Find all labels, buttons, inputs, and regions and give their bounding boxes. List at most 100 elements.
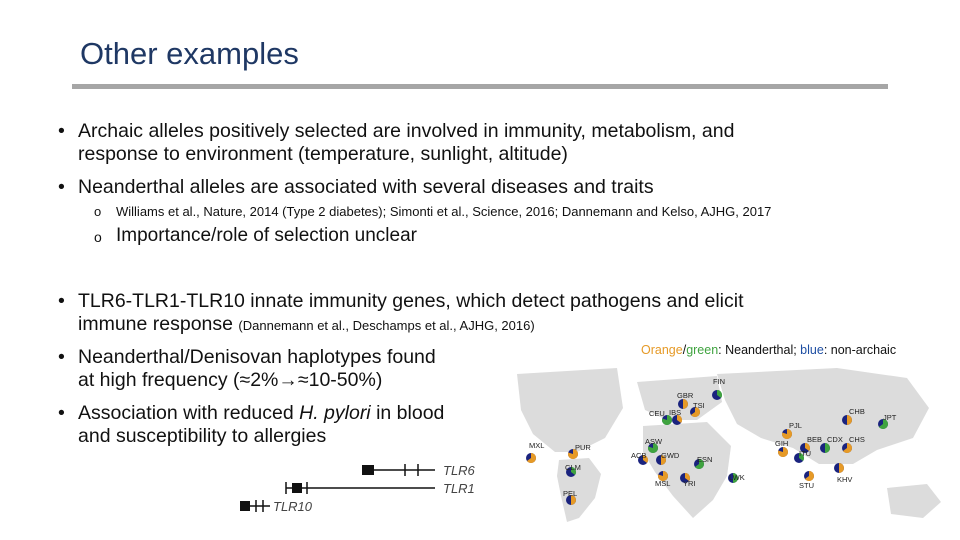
pop-label-cdx: CDX xyxy=(827,435,843,444)
bullet-tlr-genes: • TLR6-TLR1-TLR10 innate immunity genes,… xyxy=(58,290,898,337)
gene-label-tlr6: TLR6 xyxy=(443,463,476,478)
sub-bullet-text: Importance/role of selection unclear xyxy=(116,225,417,246)
species-name: H. pylori xyxy=(299,402,371,424)
pop-label-gih: GIH xyxy=(775,439,788,448)
pie-wedge xyxy=(658,471,668,481)
pie-wedge xyxy=(804,471,814,481)
pie-wedge xyxy=(526,453,536,463)
pie-khv: KHV xyxy=(834,463,852,484)
bullet-text-cont-2: ≈10-50%) xyxy=(297,369,383,391)
pop-label-itu: ITU xyxy=(799,449,811,458)
pie-pur: PUR xyxy=(568,443,591,459)
bullet-haplotypes: • Neanderthal/Denisovan haplotypes found… xyxy=(58,346,518,392)
pie-wedge xyxy=(839,463,844,473)
bullet-text-cont: and susceptibility to allergies xyxy=(78,425,327,447)
pie-clm: CLM xyxy=(565,463,581,477)
pie-wedge xyxy=(717,390,722,398)
bullet-archaic-alleles: • Archaic alleles positively selected ar… xyxy=(58,120,898,166)
bullet-text: TLR6-TLR1-TLR10 innate immunity genes, w… xyxy=(78,290,744,312)
pop-label-asw: ASW xyxy=(645,437,663,446)
pie-wedge xyxy=(694,459,704,469)
pie-beb: BEB xyxy=(800,435,822,453)
bullet-h-pylori: • Association with reduced H. pylori in … xyxy=(58,402,518,448)
bullet-dot-icon: • xyxy=(58,176,65,198)
pie-wedge xyxy=(685,473,690,481)
bullet-text: Archaic alleles positively selected are … xyxy=(78,120,735,142)
pop-label-fin: FIN xyxy=(713,377,725,386)
pie-cdx: CDX xyxy=(820,435,843,453)
citation-inline: (Dannemann et al., Deschamps et al., AJH… xyxy=(238,318,535,333)
legend-mid: : Neanderthal; xyxy=(718,343,801,357)
pop-label-esn: ESN xyxy=(697,455,712,464)
bullet-neanderthal-diseases: • Neanderthal alleles are associated wit… xyxy=(58,176,898,199)
pie-wedge xyxy=(568,449,578,459)
gene-tlr6: TLR6 xyxy=(362,463,476,478)
legend-orange: Orange xyxy=(641,343,683,357)
pop-label-gwd: GWD xyxy=(661,451,680,460)
pie-wedge xyxy=(690,407,700,417)
pop-label-lwk: LWK xyxy=(729,473,745,482)
pie-gwd: GWD xyxy=(656,451,680,465)
pie-itu: ITU xyxy=(794,449,811,463)
pie-wedge xyxy=(661,455,666,465)
bullet-dot-icon: • xyxy=(58,346,65,368)
bullet-text-cont: at high frequency (≈2% xyxy=(78,369,279,391)
pop-label-gbr: GBR xyxy=(677,391,694,400)
pie-chb: CHB xyxy=(842,407,865,425)
gene-tlr1: TLR1 xyxy=(285,481,475,496)
bullet-text: Neanderthal alleles are associated with … xyxy=(78,176,654,198)
pie-wedge xyxy=(782,429,792,439)
gene-label-tlr10: TLR10 xyxy=(273,499,313,514)
pie-pel: PEL xyxy=(563,489,577,505)
pie-chs: CHS xyxy=(842,435,865,453)
pie-wedge xyxy=(733,473,738,483)
pop-label-tsi: TSI xyxy=(693,401,705,410)
pie-asw: ASW xyxy=(645,437,663,453)
bullet-dot-icon: • xyxy=(58,402,65,424)
pie-wedge xyxy=(842,443,852,453)
bullet-dot-icon: • xyxy=(58,290,65,312)
bullet-text: Neanderthal/Denisovan haplotypes found xyxy=(78,346,436,368)
pie-yri: YRI xyxy=(680,473,696,488)
bullet-dot-icon: • xyxy=(58,120,65,142)
pie-stu: STU xyxy=(799,471,814,490)
citation-text: Williams et al., Nature, 2014 (Type 2 di… xyxy=(116,204,772,219)
legend-slash: / xyxy=(682,343,687,357)
pop-label-pjl: PJL xyxy=(789,421,802,430)
bullet-text-end: in blood xyxy=(370,402,445,424)
pie-tsi: TSI xyxy=(690,401,705,417)
pie-ibs: IBS xyxy=(669,408,682,425)
bullet-text: Association with reduced xyxy=(78,402,300,424)
pop-label-jpt: JPT xyxy=(883,413,897,422)
gene-label-tlr1: TLR1 xyxy=(443,481,475,496)
pie-gbr: GBR xyxy=(677,391,694,409)
map-legend: Orange/green: Neanderthal; blue: non-arc… xyxy=(641,343,896,357)
pop-label-mxl: MXL xyxy=(529,441,544,450)
pop-label-pur: PUR xyxy=(575,443,591,452)
pie-wedge xyxy=(847,415,852,425)
pie-wedge xyxy=(799,453,804,461)
title-divider xyxy=(72,84,888,89)
legend-end: : non-archaic xyxy=(823,343,897,357)
pie-wedge xyxy=(805,443,810,451)
pop-label-msl: MSL xyxy=(655,479,670,488)
pop-label-chb: CHB xyxy=(849,407,865,416)
pie-wedge xyxy=(683,399,688,409)
pop-label-pel: PEL xyxy=(563,489,577,498)
gene-tlr10: TLR10 xyxy=(240,499,313,514)
pop-label-ibs: IBS xyxy=(669,408,681,417)
pop-label-clm: CLM xyxy=(565,463,581,472)
pie-wedge xyxy=(571,467,576,475)
pop-label-beb: BEB xyxy=(807,435,822,444)
legend-green: green xyxy=(686,343,719,357)
legend-blue: blue xyxy=(800,343,824,357)
pie-jpt: JPT xyxy=(878,413,897,429)
pie-wedge xyxy=(571,495,576,505)
pop-label-chs: CHS xyxy=(849,435,865,444)
pie-wedge xyxy=(648,443,658,453)
pie-wedge xyxy=(662,415,672,425)
pie-pjl: PJL xyxy=(782,421,802,439)
pie-acb: ACB xyxy=(631,451,648,465)
